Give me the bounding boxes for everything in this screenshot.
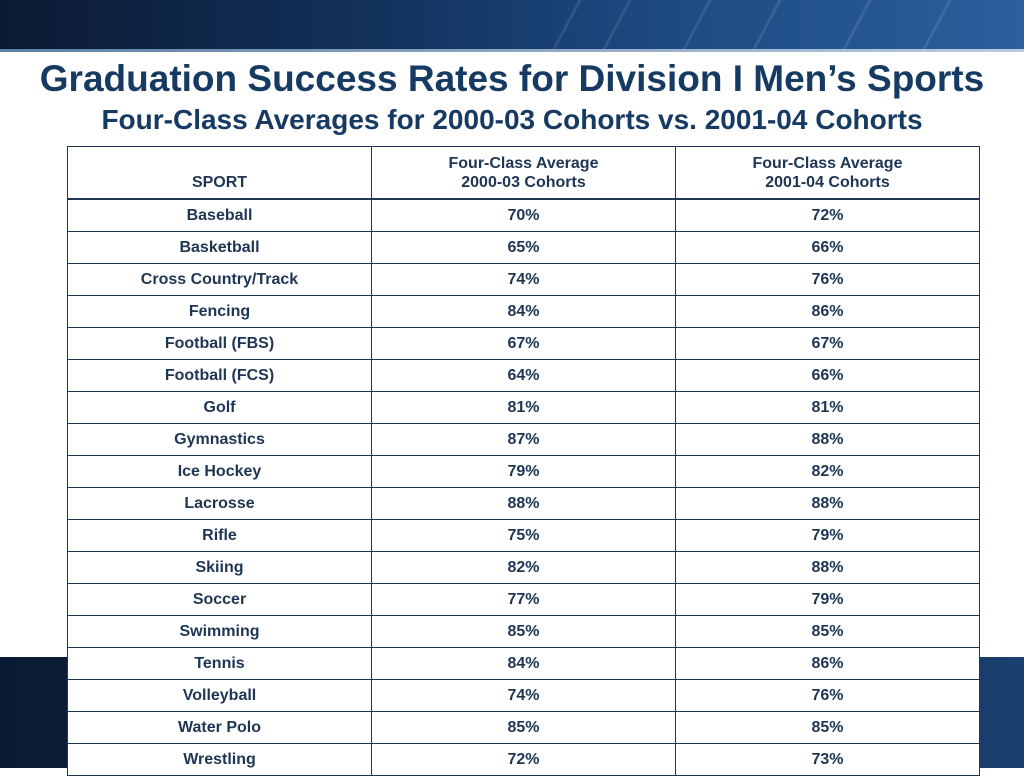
table-row: Tennis 84% 86% [67, 646, 980, 680]
sport-cell: Rifle [67, 518, 372, 552]
table-row: Fencing 84% 86% [67, 294, 980, 328]
decorative-streak [664, 0, 719, 52]
rate-2000-03-cell: 84% [371, 294, 676, 328]
rate-2000-03-cell: 65% [371, 230, 676, 264]
table-row: Wrestling 72% 73% [67, 742, 980, 776]
rate-2001-04-cell: 79% [675, 518, 980, 552]
table-header-row: SPORT Four-Class Average 2000-03 Cohorts … [67, 146, 980, 200]
table-row: Skiing 82% 88% [67, 550, 980, 584]
rate-2001-04-cell: 76% [675, 262, 980, 296]
table-row: Volleyball 74% 76% [67, 678, 980, 712]
table-row: Cross Country/Track 74% 76% [67, 262, 980, 296]
rate-2001-04-cell: 67% [675, 326, 980, 360]
table-row: Baseball 70% 72% [67, 198, 980, 232]
rate-2001-04-cell: 66% [675, 358, 980, 392]
rate-2000-03-cell: 70% [371, 198, 676, 232]
header-2001-04: Four-Class Average 2001-04 Cohorts [675, 146, 980, 200]
sport-cell: Fencing [67, 294, 372, 328]
sport-cell: Skiing [67, 550, 372, 584]
table-row: Lacrosse 88% 88% [67, 486, 980, 520]
sport-cell: Lacrosse [67, 486, 372, 520]
table-row: Ice Hockey 79% 82% [67, 454, 980, 488]
sport-cell: Golf [67, 390, 372, 424]
decorative-streak [534, 0, 589, 52]
rate-2001-04-cell: 79% [675, 582, 980, 616]
rate-2001-04-cell: 85% [675, 710, 980, 744]
sport-cell: Basketball [67, 230, 372, 264]
graduation-rates-table: SPORT Four-Class Average 2000-03 Cohorts … [67, 146, 980, 776]
rate-2000-03-cell: 84% [371, 646, 676, 680]
rate-2000-03-cell: 88% [371, 486, 676, 520]
sport-cell: Baseball [67, 198, 372, 232]
sport-cell: Football (FBS) [67, 326, 372, 360]
sport-cell: Swimming [67, 614, 372, 648]
rate-2000-03-cell: 79% [371, 454, 676, 488]
table-row: Football (FBS) 67% 67% [67, 326, 980, 360]
rate-2001-04-cell: 85% [675, 614, 980, 648]
table-body: Baseball 70% 72% Basketball 65% 66% Cross Coun… [67, 198, 980, 776]
rate-2001-04-cell: 86% [675, 646, 980, 680]
sport-cell: Volleyball [67, 678, 372, 712]
rate-2000-03-cell: 75% [371, 518, 676, 552]
sport-cell: Gymnastics [67, 422, 372, 456]
table-row: Golf 81% 81% [67, 390, 980, 424]
header-line: SPORT [191, 173, 248, 191]
header-band [0, 0, 1024, 52]
header-line: 2001-04 Cohorts [765, 173, 890, 191]
rate-2001-04-cell: 86% [675, 294, 980, 328]
rate-2001-04-cell: 73% [675, 742, 980, 776]
rate-2001-04-cell: 72% [675, 198, 980, 232]
sport-cell: Wrestling [67, 742, 372, 776]
decorative-streak [904, 0, 959, 52]
rate-2001-04-cell: 66% [675, 230, 980, 264]
slide-subtitle: Four-Class Averages for 2000-03 Cohorts … [101, 104, 923, 135]
rate-2001-04-cell: 76% [675, 678, 980, 712]
rate-2000-03-cell: 82% [371, 550, 676, 584]
decorative-streak [734, 0, 789, 52]
sport-cell: Cross Country/Track [67, 262, 372, 296]
sport-cell: Tennis [67, 646, 372, 680]
header-line: 2000-03 Cohorts [461, 173, 586, 191]
table-row: Soccer 77% 79% [67, 582, 980, 616]
rate-2001-04-cell: 88% [675, 422, 980, 456]
table-row: Basketball 65% 66% [67, 230, 980, 264]
rate-2000-03-cell: 74% [371, 262, 676, 296]
header-sport: SPORT [67, 146, 372, 200]
decorative-streak [584, 0, 639, 52]
rate-2000-03-cell: 87% [371, 422, 676, 456]
rate-2000-03-cell: 77% [371, 582, 676, 616]
rate-2001-04-cell: 88% [675, 550, 980, 584]
table-row: Rifle 75% 79% [67, 518, 980, 552]
rate-2000-03-cell: 85% [371, 614, 676, 648]
rate-2000-03-cell: 74% [371, 678, 676, 712]
decorative-streak [824, 0, 879, 52]
sport-cell: Football (FCS) [67, 358, 372, 392]
rate-2000-03-cell: 72% [371, 742, 676, 776]
sport-cell: Water Polo [67, 710, 372, 744]
header-2000-03: Four-Class Average 2000-03 Cohorts [371, 146, 676, 200]
rate-2000-03-cell: 67% [371, 326, 676, 360]
rate-2001-04-cell: 82% [675, 454, 980, 488]
table-row: Swimming 85% 85% [67, 614, 980, 648]
rate-2000-03-cell: 85% [371, 710, 676, 744]
sport-cell: Soccer [67, 582, 372, 616]
slide-title: Graduation Success Rates for Division I … [39, 58, 985, 99]
table-row: Football (FCS) 64% 66% [67, 358, 980, 392]
rate-2001-04-cell: 88% [675, 486, 980, 520]
table-row: Water Polo 85% 85% [67, 710, 980, 744]
rate-2000-03-cell: 81% [371, 390, 676, 424]
header-line: Four-Class Average [752, 154, 903, 172]
sport-cell: Ice Hockey [67, 454, 372, 488]
rate-2001-04-cell: 81% [675, 390, 980, 424]
header-line: Four-Class Average [448, 154, 599, 172]
table-row: Gymnastics 87% 88% [67, 422, 980, 456]
rate-2000-03-cell: 64% [371, 358, 676, 392]
